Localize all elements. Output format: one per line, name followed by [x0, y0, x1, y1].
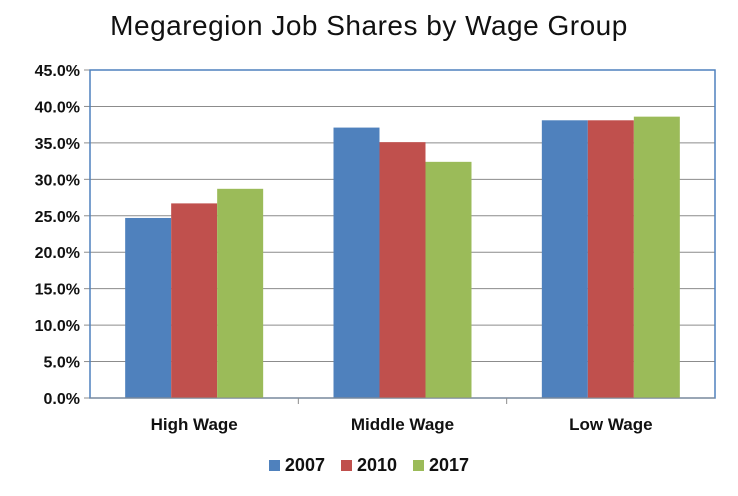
x-category-label: High Wage: [151, 415, 238, 434]
legend-swatch: [268, 460, 280, 471]
bar-2010-middle-wage: [379, 142, 426, 398]
bar-2007-low-wage: [541, 120, 588, 398]
y-tick-label: 30.0%: [35, 172, 80, 189]
y-tick-label: 25.0%: [35, 209, 80, 226]
bar-2007-high-wage: [125, 217, 172, 398]
y-tick-label: 40.0%: [35, 99, 80, 116]
legend-item: 2017: [413, 455, 469, 476]
x-category-label: Low Wage: [569, 415, 652, 434]
legend-item: 2010: [340, 455, 398, 476]
bar-2017-low-wage: [633, 116, 680, 398]
x-category-label: Middle Wage: [351, 415, 454, 434]
chart-title: Megaregion Job Shares by Wage Group: [110, 10, 628, 41]
y-tick-label: 5.0%: [44, 355, 80, 372]
chart-plot: 0.0% 5.0% 10.0% 15.0% 20.0% 25.0% 30.0% 35.0% 40…: [35, 63, 716, 434]
y-tick-label: 15.0%: [35, 282, 80, 299]
legend: 2007 2010 2017: [0, 455, 738, 476]
bar-2010-high-wage: [171, 203, 218, 398]
bar-2017-high-wage: [217, 188, 264, 398]
y-tick-label: 35.0%: [35, 136, 80, 153]
legend-label: 2007: [284, 455, 325, 475]
legend-item: 2007: [268, 455, 325, 476]
y-tick-label: 45.0%: [35, 63, 80, 80]
bar-2010-low-wage: [587, 120, 634, 398]
bar-2017-middle-wage: [425, 161, 472, 398]
y-tick-label: 20.0%: [35, 245, 80, 262]
legend-swatch: [413, 460, 425, 471]
y-tick-label: 0.0%: [44, 391, 80, 408]
bar-2007-middle-wage: [333, 127, 380, 399]
y-tick-label: 10.0%: [35, 318, 80, 335]
legend-label: 2017: [429, 455, 470, 475]
legend-label: 2010: [356, 455, 398, 475]
legend-swatch: [340, 460, 352, 471]
